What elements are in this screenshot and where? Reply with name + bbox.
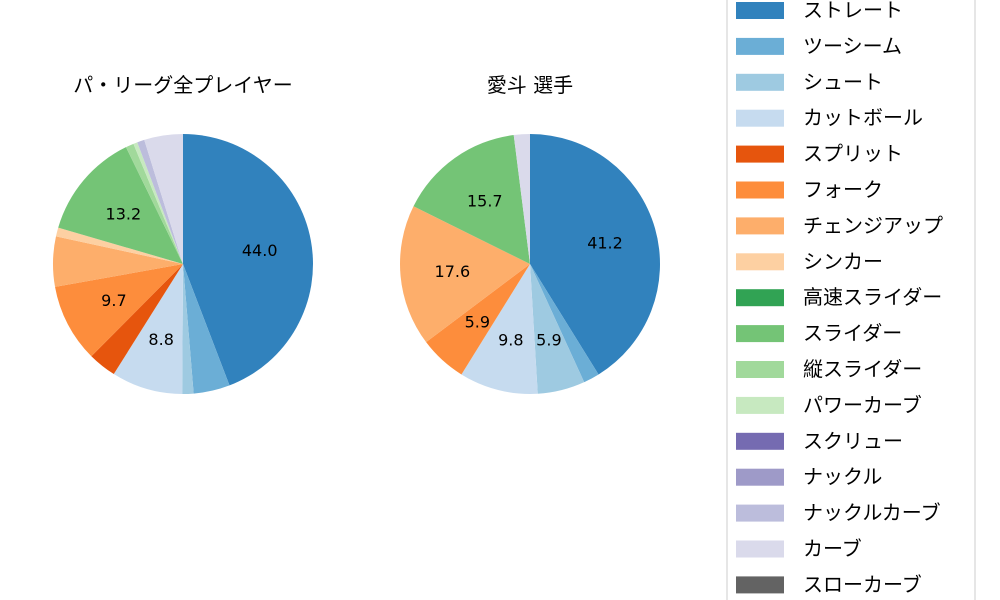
pie-slice-パワーカーブ — [133, 142, 183, 264]
pie-slice-チェンジアップ — [52, 236, 183, 287]
pie-slice-カットボール — [113, 264, 183, 394]
pie-slice-スプリット — [91, 264, 183, 375]
legend-swatch — [736, 181, 784, 199]
legend-swatch — [736, 468, 784, 486]
legend-entry: シンカー — [803, 249, 883, 273]
legend-swatch — [736, 396, 784, 414]
legend-entry: スクリュー — [803, 429, 903, 453]
legend-entry: ツーシーム — [803, 34, 902, 58]
legend-entry: チェンジアップ — [803, 213, 943, 237]
pie-slice-スライダー — [413, 135, 530, 264]
pie-slice-カーブ — [144, 134, 183, 264]
legend-swatch — [736, 361, 784, 378]
legend-entry: 高速スライダー — [803, 285, 942, 309]
pie-title: パ・リーグ全プレイヤー — [73, 73, 292, 97]
legend-entry: ナックル — [803, 465, 882, 489]
pie-left: パ・リーグ全プレイヤー 44.0 8.8 9.7 13.2 — [52, 73, 313, 394]
legend-entry: スローカーブ — [803, 572, 922, 596]
legend-entry: スライダー — [803, 321, 902, 345]
slice-label: 8.8 — [148, 330, 173, 349]
legend: ストレートツーシームシュートカットボールスプリットフォークチェンジアップシンカー… — [726, 0, 976, 600]
pie-slice-ストレート — [183, 134, 313, 386]
legend-swatch — [736, 217, 784, 235]
slice-label: 15.7 — [467, 191, 503, 210]
pie-slice-ナックルカーブ — [137, 139, 183, 264]
legend-swatch — [736, 109, 784, 127]
legend-swatch — [736, 325, 784, 343]
legend-entry: ナックルカーブ — [803, 501, 941, 525]
pie-right: 愛斗 選手 41.2 5.9 9.8 5.9 17.6 15.7 — [399, 73, 660, 395]
legend-swatch — [736, 145, 784, 163]
legend-swatch — [736, 37, 784, 55]
legend-swatch — [736, 540, 784, 558]
slice-label: 9.7 — [101, 291, 126, 310]
legend-swatch — [736, 73, 784, 91]
legend-swatch — [736, 289, 784, 307]
pie-slice-カットボール — [461, 264, 538, 395]
legend-swatch — [736, 2, 784, 19]
legend-swatch — [736, 576, 784, 594]
legend-entry: フォーク — [803, 178, 883, 202]
pie-slice-ツーシーム — [183, 264, 230, 394]
legend-swatch — [736, 432, 784, 450]
legend-entry: カットボール — [803, 106, 923, 130]
legend-swatch — [736, 253, 784, 271]
slice-label: 5.9 — [536, 331, 561, 350]
legend-entry: カーブ — [803, 537, 862, 561]
slice-label: 41.2 — [587, 234, 623, 253]
slice-label: 17.6 — [435, 262, 471, 281]
pie-slice-シュート — [530, 264, 585, 394]
legend-entry: シュート — [803, 70, 883, 94]
pie-slice-フォーク — [55, 264, 183, 357]
legend-entry: パワーカーブ — [803, 393, 922, 417]
slice-label: 5.9 — [465, 313, 490, 332]
pie-slice-ツーシーム — [530, 264, 599, 383]
pie-slice-縦スライダー — [125, 143, 183, 264]
slice-label: 44.0 — [242, 241, 278, 260]
legend-swatch — [736, 504, 784, 522]
legend-frame — [726, 0, 976, 600]
pie-slice-ストレート — [530, 134, 660, 375]
pie-slice-スライダー — [58, 147, 183, 264]
pie-slice-チェンジアップ — [399, 206, 530, 343]
pie-slice-シュート — [182, 264, 194, 394]
pie-slice-フォーク — [426, 264, 530, 375]
legend-entry: ストレート — [803, 0, 903, 22]
pie-title: 愛斗 選手 — [487, 73, 573, 97]
pie-slice-シンカー — [55, 227, 183, 264]
legend-entry: 縦スライダー — [803, 357, 922, 381]
legend-entry: スプリット — [803, 142, 903, 166]
pie-slice-カーブ — [513, 134, 530, 264]
slice-label: 13.2 — [106, 205, 142, 224]
slice-label: 9.8 — [498, 331, 523, 350]
